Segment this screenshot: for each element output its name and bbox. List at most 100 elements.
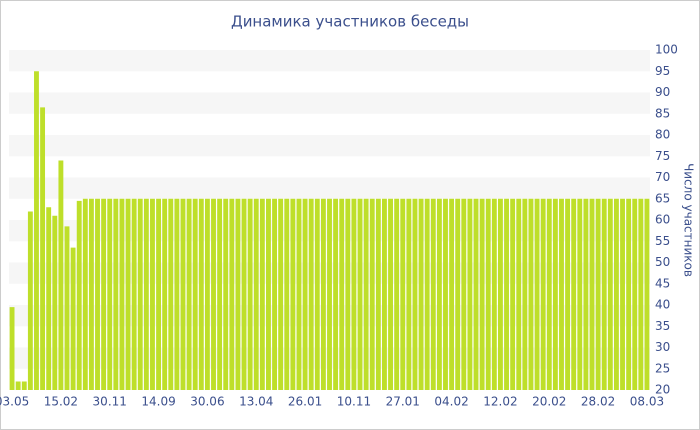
y-tick-label: 20 [655,383,670,397]
bar [497,198,503,390]
y-tick-label: 65 [655,191,670,205]
bar [168,198,174,390]
bar [320,198,326,390]
bar [180,198,186,390]
bar [607,198,613,390]
bar [119,198,125,390]
y-tick-label: 85 [655,106,670,120]
y-tick-label: 30 [655,340,670,354]
bar [479,198,485,390]
bar [27,211,33,390]
bar [174,198,180,390]
bar [76,200,82,390]
bar [510,198,516,390]
bar [88,198,94,390]
bar [82,198,88,390]
bar [394,198,400,390]
y-tick-label: 25 [655,361,670,375]
bar [388,198,393,390]
bar [204,198,210,390]
bar [369,198,375,390]
bar [186,198,192,390]
bar [290,198,296,390]
x-tick-label: 28.02 [581,395,615,409]
bar [70,247,76,390]
x-tick-label: 13.04 [239,395,273,409]
bar [638,198,644,390]
bar [113,198,119,390]
x-tick-label: 08.03 [630,395,664,409]
bar [461,198,467,390]
bar [577,198,583,390]
grid-band [9,92,650,114]
y-tick-label: 90 [655,85,670,99]
bar [382,198,387,390]
bar [620,198,625,390]
bar [528,198,534,390]
bar [516,198,522,390]
x-tick-label: 30.06 [190,395,224,409]
y-tick-label: 95 [655,64,670,78]
x-tick-label: 04.02 [434,395,468,409]
bar [351,198,357,390]
bar [46,207,52,390]
bar [15,381,21,390]
bar [156,198,162,390]
bar [491,198,497,390]
bar [406,198,412,390]
bar [644,198,650,390]
bar [34,71,39,390]
y-tick-label: 50 [655,255,670,269]
bar [540,198,546,390]
bar [583,198,589,390]
bar [565,198,571,390]
x-tick-label: 26.01 [288,395,322,409]
bar [131,198,137,390]
y-tick-label: 55 [655,234,670,248]
bar [424,198,430,390]
bar [626,198,632,390]
bar [95,198,100,390]
bar [259,198,265,390]
x-tick-label: 20.02 [532,395,566,409]
x-tick-label: 03.05 [0,395,29,409]
bar [143,198,149,390]
x-tick-label: 12.02 [483,395,517,409]
bar [412,198,418,390]
bar [363,198,369,390]
bar [58,160,64,390]
x-tick-label: 14.09 [141,395,175,409]
y-tick-label: 70 [655,170,670,184]
bar [107,198,113,390]
bar [430,198,436,390]
bar [357,198,363,390]
y-tick-label: 40 [655,298,670,312]
grid-band [9,177,650,199]
bar [266,198,271,390]
bar [9,307,15,390]
bar [247,198,253,390]
bar [485,198,491,390]
y-tick-label: 80 [655,128,670,142]
bar [52,215,58,390]
bar [308,198,314,390]
bar [235,198,241,390]
bar [375,198,381,390]
bar [339,198,345,390]
bar [150,198,155,390]
bar [302,198,308,390]
bar [21,381,27,390]
y-tick-label: 75 [655,149,670,163]
y-tick-label: 100 [655,43,678,57]
bar [296,198,302,390]
bar [613,198,619,390]
bar [504,198,509,390]
bar [333,198,339,390]
bar [522,198,528,390]
bar [40,107,46,390]
bar [241,198,247,390]
grid-band [9,135,650,157]
x-tick-label: 27.01 [386,395,420,409]
bar [601,198,607,390]
x-tick-label: 15.02 [44,395,78,409]
